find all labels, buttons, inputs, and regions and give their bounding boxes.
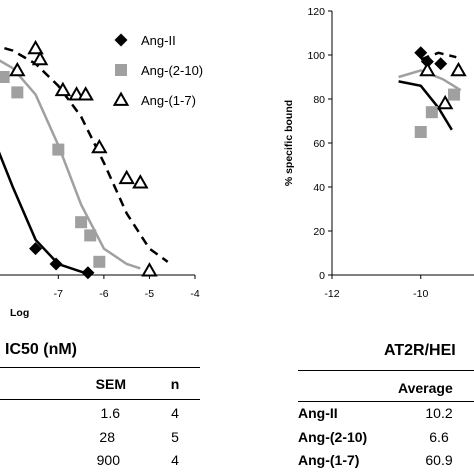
- legend-label-ang-ii: Ang-II: [141, 33, 176, 48]
- left-table-row2-n: 5: [171, 429, 179, 445]
- y-tick-label: 40: [313, 182, 325, 194]
- right-table-top-rule: [298, 370, 474, 371]
- left-x-ticks: -7 -6 -5 -4: [54, 275, 200, 300]
- data-point-ang-1-7: [141, 262, 158, 277]
- left-table-header-sem: SEM: [95, 376, 126, 392]
- data-point-ang-1-7: [91, 138, 108, 154]
- left-table-title: IC50 (nM): [5, 341, 77, 358]
- y-tick-label: 80: [313, 94, 325, 106]
- right-table-header-rule: [298, 401, 474, 402]
- fit-curve-ang-ii: [0, 151, 91, 276]
- y-tick-label: 20: [313, 226, 325, 238]
- left-table-row3-n: 4: [171, 452, 179, 468]
- legend: Ang-II Ang-(2-10) Ang-(1-7): [112, 33, 203, 108]
- right-table-row1-average: 10.2: [425, 405, 453, 421]
- x-tick-label: -4: [190, 288, 199, 300]
- right-table-header-average: Average: [398, 380, 453, 396]
- data-point-ang-ii: [420, 55, 434, 69]
- y-tick-label: 120: [307, 6, 325, 18]
- y-tick-label: 0: [319, 270, 325, 282]
- data-point-ang-2-10: [93, 255, 106, 268]
- data-point-ang-2-10: [448, 88, 461, 101]
- left-curves: [0, 45, 169, 276]
- data-point-ang-2-10: [52, 143, 65, 156]
- left-table-header-rule: [0, 399, 200, 400]
- right-y-axis-label: % specific bound: [283, 100, 295, 186]
- data-point-ang-1-7: [419, 61, 436, 77]
- data-point-ang-1-7: [54, 81, 72, 97]
- data-point-ang-2-10: [414, 126, 427, 138]
- left-table-top-rule: [0, 367, 200, 368]
- x-tick-label: -6: [99, 288, 108, 300]
- data-point-ang-2-10: [425, 106, 438, 119]
- x-tick-label: -7: [54, 288, 63, 300]
- data-point-ang-1-7: [9, 61, 26, 77]
- right-table-title: AT2R/HEI: [384, 342, 456, 359]
- fit-curve-ang-1-7: [0, 45, 169, 263]
- right-table-row3-average: 60.9: [425, 452, 453, 468]
- data-point-ang-ii: [414, 46, 428, 60]
- left-binding-chart: -7 -6 -5 -4 Log Ang-II Ang-(2-10) Ang-(1-7): [0, 33, 203, 319]
- right-table-row3-label: Ang-(1-7): [298, 452, 360, 468]
- data-point-ang-ii: [81, 266, 95, 280]
- x-tick-label: -10: [413, 288, 428, 300]
- data-point-ang-1-7: [31, 50, 49, 66]
- data-point-ang-ii: [29, 242, 43, 256]
- legend-marker-ang-ii: [114, 33, 128, 47]
- left-table-row3-sem: 900: [96, 452, 120, 468]
- legend-marker-ang-1-7: [112, 91, 130, 106]
- data-point-ang-1-7: [77, 86, 94, 101]
- x-tick-label: -12: [324, 288, 339, 300]
- right-binding-chart: 0 20 40 60 80 100 120 -12 -10 % specific bound: [283, 6, 474, 300]
- y-tick-label: 60: [313, 138, 325, 150]
- right-y-ticks: 0 20 40 60 80 100 120: [307, 6, 332, 282]
- legend-label-ang-1-7: Ang-(1-7): [141, 93, 196, 108]
- fit-curve-ang-ii: [398, 80, 453, 131]
- data-point-ang-2-10: [11, 86, 24, 99]
- data-point-ang-2-10: [84, 229, 97, 242]
- legend-label-ang-2-10: Ang-(2-10): [141, 63, 203, 78]
- left-table-row1-n: 4: [171, 405, 179, 421]
- data-point-ang-1-7: [132, 174, 149, 189]
- legend-marker-ang-2-10: [115, 64, 127, 76]
- left-table-row2-sem: 28: [99, 429, 115, 445]
- left-data-points: [0, 39, 158, 280]
- y-tick-label: 100: [307, 50, 325, 62]
- right-x-ticks: -12 -10: [324, 275, 428, 300]
- data-point-ang-ii: [49, 257, 63, 271]
- data-point-ang-1-7: [450, 61, 467, 77]
- right-table-row2-label: Ang-(2-10): [298, 429, 368, 445]
- data-point-ang-2-10: [75, 216, 88, 229]
- left-x-axis-label: Log: [10, 307, 29, 319]
- data-point-ang-ii: [434, 57, 448, 71]
- data-point-ang-1-7: [436, 94, 454, 110]
- right-data-points: [414, 46, 467, 138]
- right-table-row2-average: 6.6: [429, 429, 449, 445]
- data-point-ang-1-7: [27, 39, 44, 55]
- data-point-ang-1-7: [118, 169, 135, 185]
- data-point-ang-2-10: [0, 71, 10, 83]
- x-tick-label: -5: [145, 288, 154, 300]
- right-table-row1-label: Ang-II: [298, 405, 338, 421]
- left-table-row1-sem: 1.6: [100, 405, 120, 421]
- left-table-header-n: n: [170, 376, 180, 392]
